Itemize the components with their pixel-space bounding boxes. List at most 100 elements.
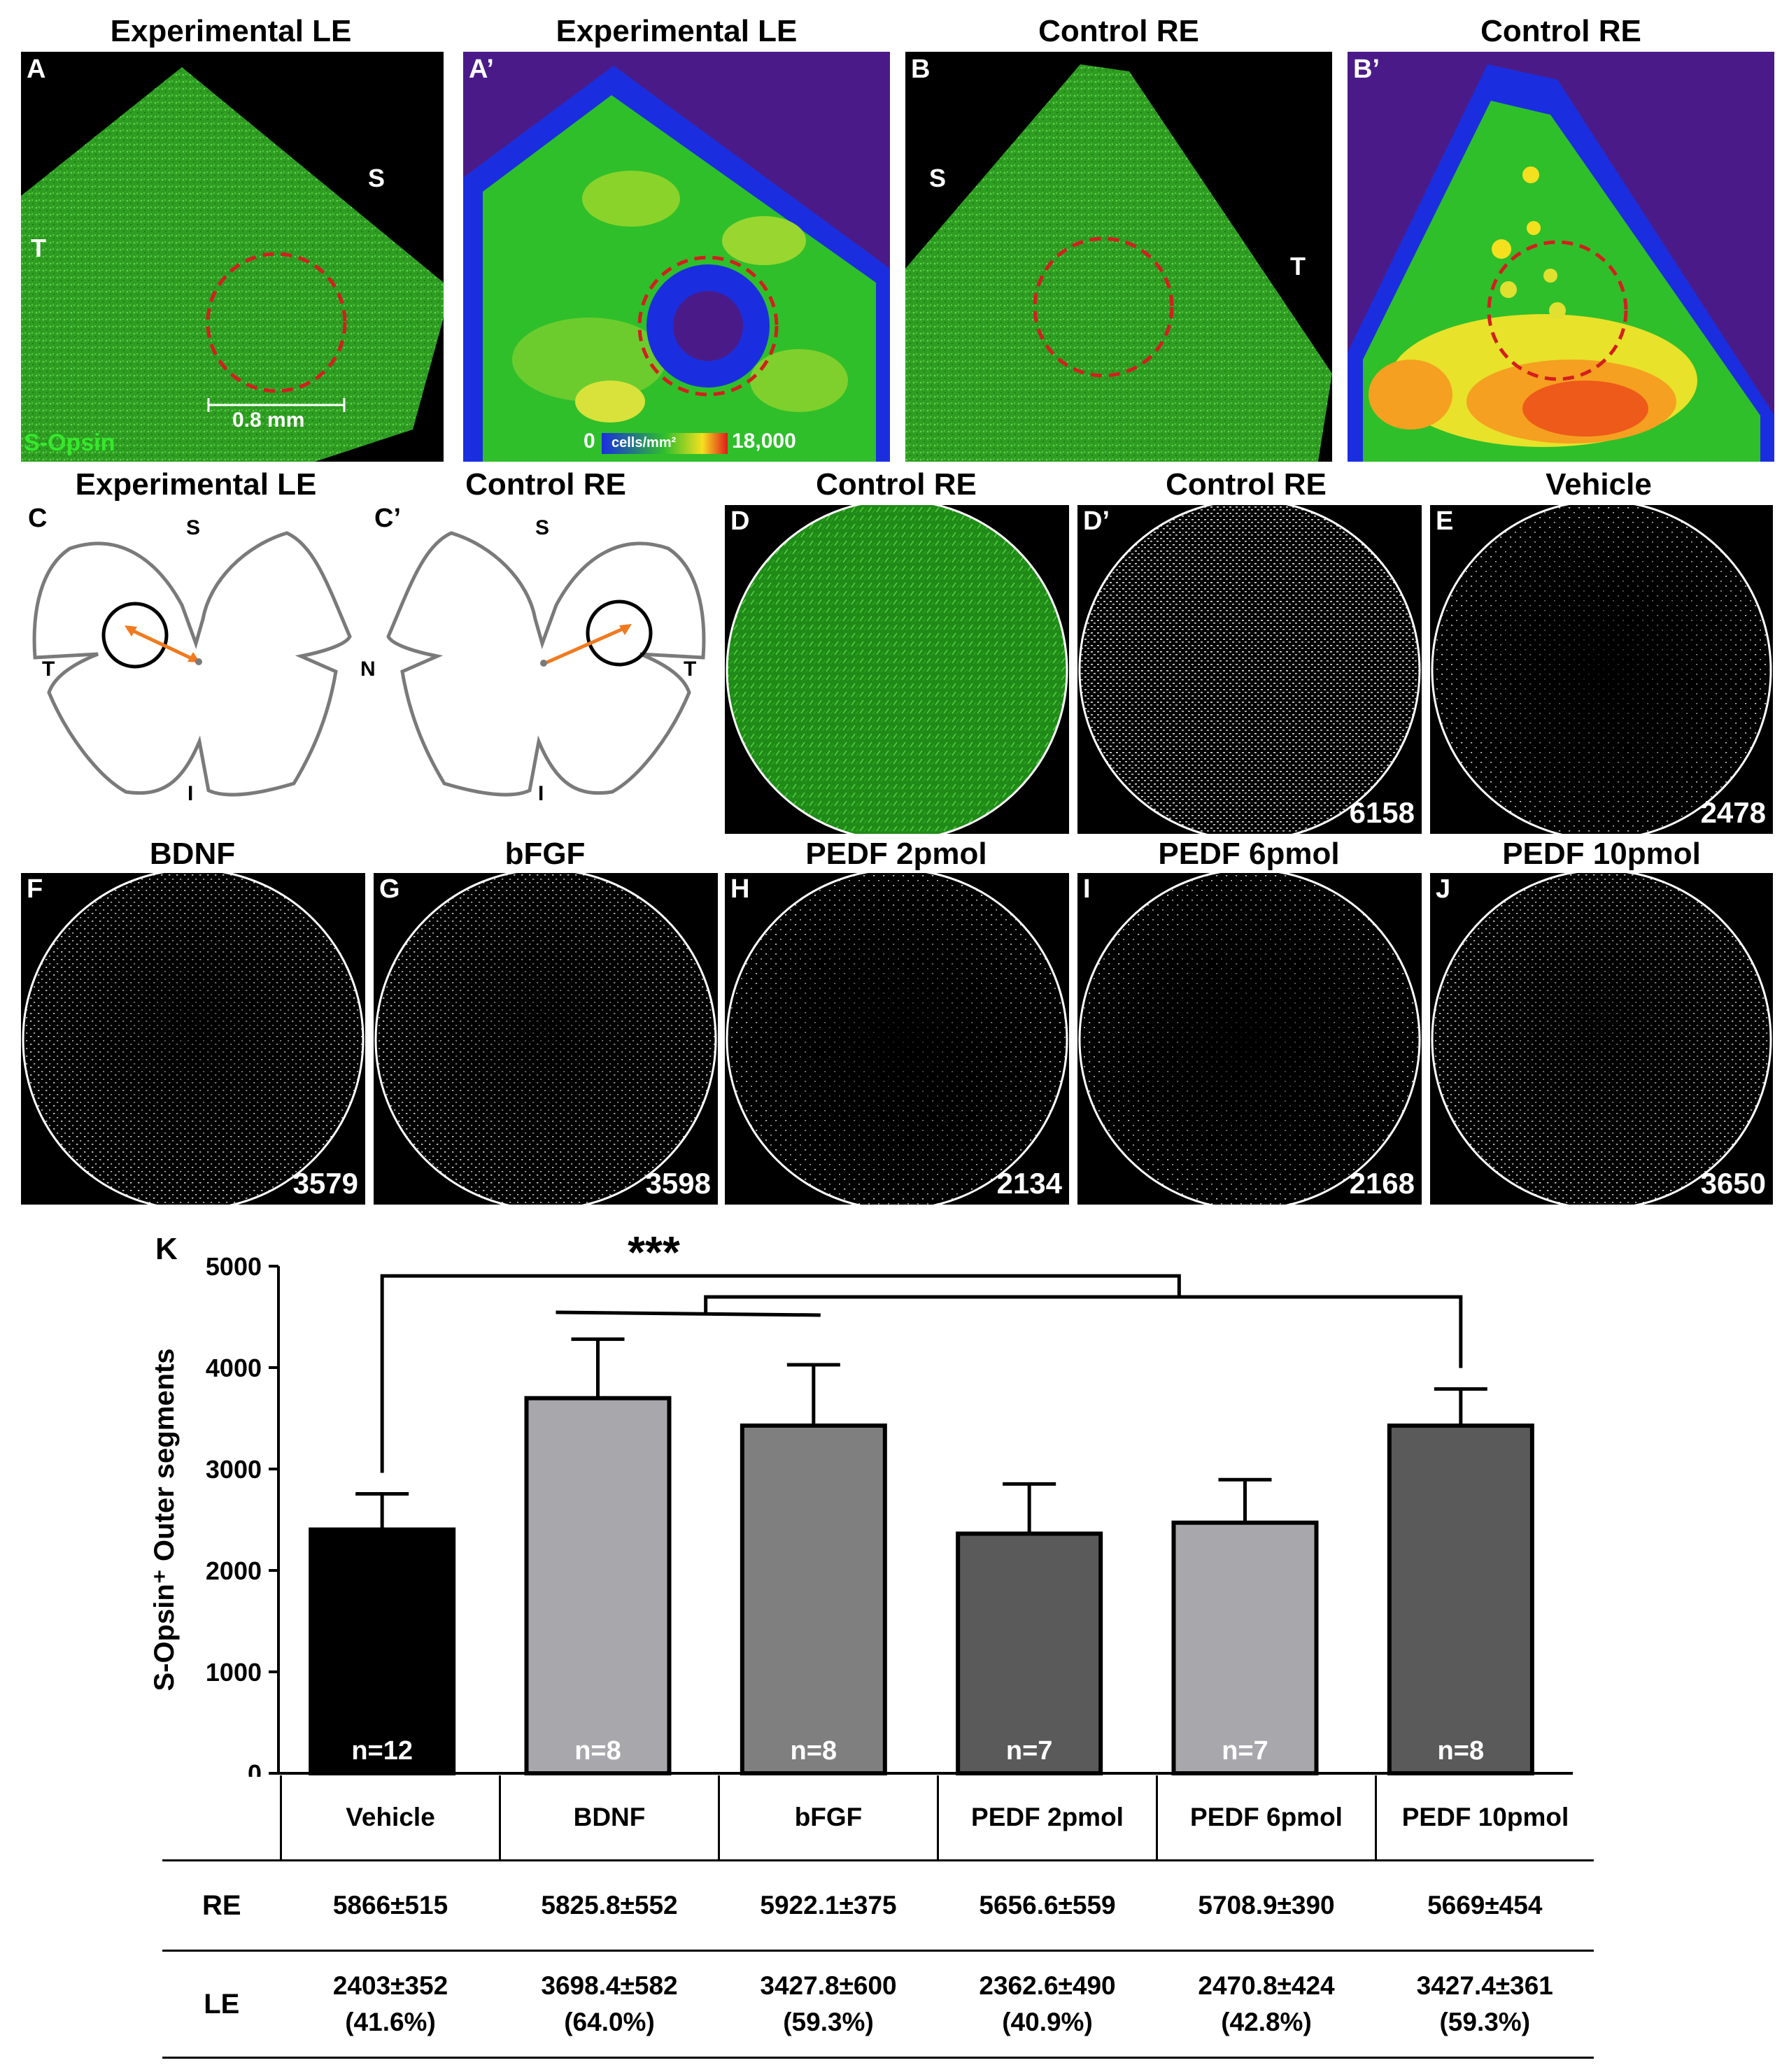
le-value: 3427.4±361 <box>1416 1971 1553 2000</box>
panel-g-dot-field: G 3598 <box>374 873 718 1205</box>
count-i: 2168 <box>1349 1167 1415 1200</box>
diagram-c2-s: S <box>535 516 550 539</box>
title-c2: Control RE <box>465 467 626 502</box>
bar-chart: 0 1000 2000 3000 4000 5000 S-Opsin⁺ Outer segm… <box>0 1217 1789 1788</box>
table-header: Vehicle <box>280 1775 500 1861</box>
table-cell: 2470.8±424 (42.8%) <box>1157 1950 1376 2059</box>
panel-letter-i: I <box>1083 874 1091 904</box>
stain-label: S-Opsin <box>24 430 115 456</box>
le-percent: (59.3%) <box>783 2008 874 2036</box>
table-cell: 3427.4±361 (59.3%) <box>1376 1950 1594 2059</box>
y-tick-label: 5000 <box>206 1252 262 1281</box>
orient-a-t: T <box>31 234 46 262</box>
table-header-row: Vehicle BDNF bFGF PEDF 2pmol PEDF 6pmol … <box>162 1775 1594 1861</box>
count-d2: 6158 <box>1349 796 1415 829</box>
panel-letter-b2: B’ <box>1353 55 1380 84</box>
title-a2: Experimental LE <box>556 14 798 48</box>
le-percent: (42.8%) <box>1221 2008 1312 2036</box>
bar-n-label: n=8 <box>574 1736 621 1766</box>
y-tick-label: 1000 <box>206 1658 262 1687</box>
bar <box>524 1396 672 1775</box>
title-b: Control RE <box>1038 14 1199 48</box>
table-cell: 2362.6±490 (40.9%) <box>938 1950 1157 2059</box>
bar-n-label: n=8 <box>791 1736 837 1766</box>
heat-scale-min: 0 <box>584 430 595 453</box>
le-value: 2403±352 <box>332 1971 448 2000</box>
le-percent: (64.0%) <box>564 2008 655 2036</box>
table-cell: 2403±352 (41.6%) <box>281 1950 500 2059</box>
table-header: BDNF <box>499 1775 719 1861</box>
panel-letter-d: D <box>730 506 750 536</box>
panel-letter-a2: A’ <box>469 55 494 84</box>
orient-b-t: T <box>1290 252 1306 281</box>
bar-n-label: n=8 <box>1438 1736 1485 1766</box>
panel-h-dot-field: H 2134 <box>725 873 1069 1205</box>
panel-b-retina-image: B S T <box>905 52 1332 462</box>
y-tick-label: 3000 <box>206 1455 262 1484</box>
diagram-c2-t: T <box>684 658 697 681</box>
table-corner <box>162 1775 281 1861</box>
bar <box>1387 1424 1534 1775</box>
table-cell: 5669±454 <box>1376 1860 1594 1952</box>
diagram-c-s: S <box>186 516 201 539</box>
count-f: 3579 <box>292 1167 358 1200</box>
panel-letter-k: K <box>155 1232 178 1266</box>
scale-bar-label: 0.8 mm <box>232 409 305 432</box>
table-row-re: RE 5866±515 5825.8±552 5922.1±375 5656.6… <box>162 1860 1594 1952</box>
panel-i-dot-field: I 2168 <box>1077 873 1422 1205</box>
panel-letter-d2: D’ <box>1083 506 1110 536</box>
title-b2: Control RE <box>1480 14 1641 48</box>
title-h: PEDF 2pmol <box>805 837 987 871</box>
heat-scale-max: 18,000 <box>732 430 796 453</box>
count-g: 3598 <box>645 1167 711 1200</box>
title-a: Experimental LE <box>110 14 352 48</box>
bar-n-label: n=7 <box>1006 1736 1053 1766</box>
panel-letter-b: B <box>911 55 931 84</box>
y-tick-label: 2000 <box>206 1556 262 1585</box>
table-header: PEDF 2pmol <box>937 1775 1157 1861</box>
title-d2: Control RE <box>1166 467 1327 502</box>
bar <box>1171 1520 1319 1775</box>
panel-c2-diagram: C’ S N T I <box>360 504 717 811</box>
summary-table: Vehicle BDNF bFGF PEDF 2pmol PEDF 6pmol … <box>162 1775 1594 2059</box>
significance-bracket <box>380 1274 1181 1473</box>
le-percent: (59.3%) <box>1439 2008 1531 2036</box>
table-cell: 5922.1±375 <box>719 1860 938 1952</box>
table-header: PEDF 6pmol <box>1156 1775 1376 1861</box>
row-label-re: RE <box>162 1860 281 1952</box>
title-f: BDNF <box>149 837 236 871</box>
table-row-le: LE 2403±352 (41.6%) 3698.4±582 (64.0%) 342… <box>162 1950 1594 2059</box>
panel-d2-dot-field: D’ 6158 <box>1077 505 1422 834</box>
table-cell: 5708.9±390 <box>1157 1860 1376 1952</box>
bar-n-label: n=12 <box>351 1736 413 1766</box>
title-g: bFGF <box>504 837 586 871</box>
panel-a-retina-image: A T S 0.8 mm S-Opsin <box>21 52 444 462</box>
table-header: PEDF 10pmol <box>1375 1775 1594 1861</box>
diagram-c-i: I <box>188 782 194 805</box>
diagram-c2-i: I <box>538 782 544 805</box>
orient-b-s: S <box>929 164 947 192</box>
panel-letter-g: G <box>379 874 400 904</box>
panel-b2-heatmap: B’ <box>1348 52 1774 462</box>
panel-e-dot-field: E 2478 <box>1430 505 1773 834</box>
le-percent: (40.9%) <box>1002 2008 1093 2036</box>
count-h: 2134 <box>996 1167 1062 1200</box>
diagram-c-t: T <box>42 658 55 681</box>
panel-c-diagram: C S T I <box>21 504 371 811</box>
table-header: bFGF <box>718 1775 938 1861</box>
title-d: Control RE <box>816 467 977 502</box>
panel-letter-a: A <box>27 55 46 84</box>
count-e: 2478 <box>1700 796 1766 829</box>
panel-a2-heatmap: A’ 0 cells/mm² 18,000 <box>463 52 890 462</box>
le-percent: (41.6%) <box>345 2008 436 2036</box>
diagram-c2-n: N <box>360 658 376 681</box>
y-tick-label: 4000 <box>206 1354 262 1382</box>
panel-letter-f: F <box>27 874 43 904</box>
table-cell: 3698.4±582 (64.0%) <box>500 1950 719 2059</box>
title-i: PEDF 6pmol <box>1158 837 1340 871</box>
le-value: 2362.6±490 <box>979 1971 1116 2000</box>
table-cell: 5866±515 <box>281 1860 500 1952</box>
heat-scale-unit: cells/mm² <box>611 435 677 450</box>
bar <box>956 1531 1103 1775</box>
significance-bracket <box>704 1295 1463 1368</box>
